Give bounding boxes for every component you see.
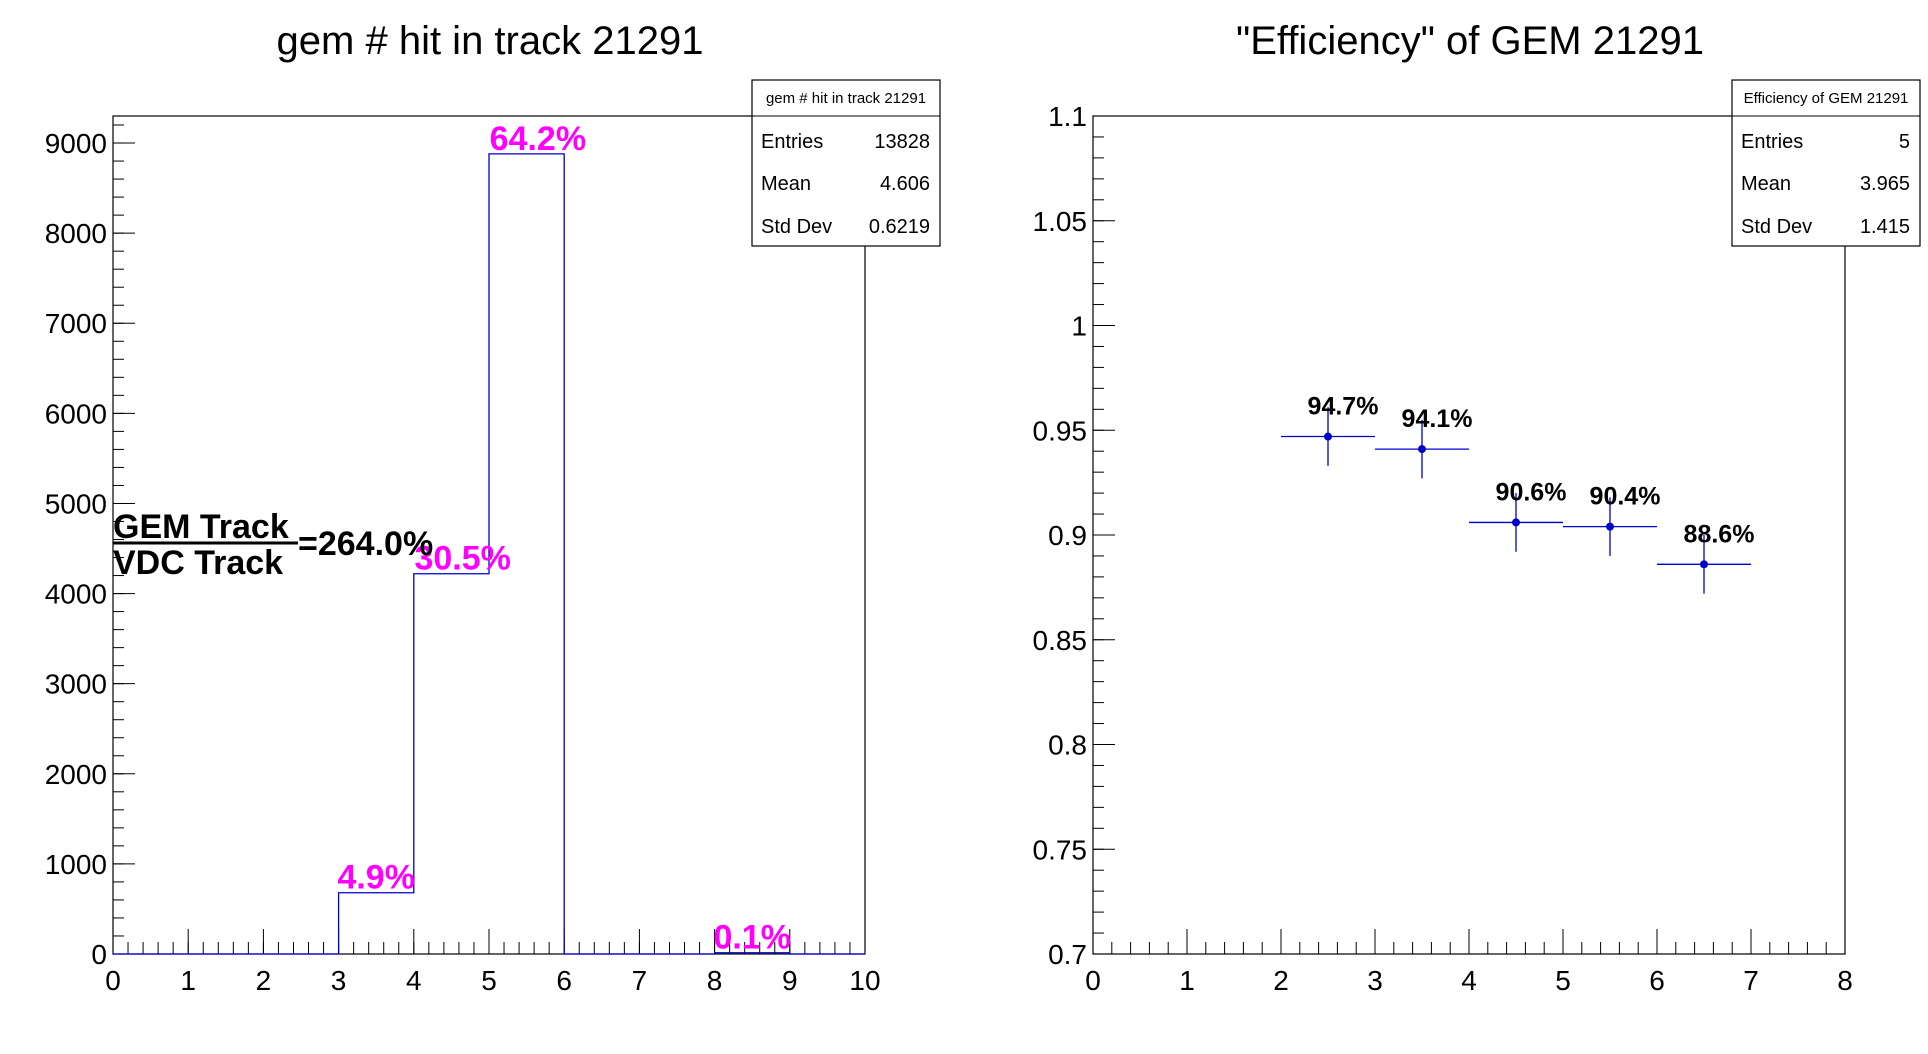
x-tick-label: 1 [180,965,196,996]
ratio-numerator: GEM Track [113,508,289,546]
bin-percent-label: 0.1% [713,919,791,957]
data-point [1512,518,1520,527]
stats-value-stddev: 0.6219 [869,216,930,238]
y-tick-label: 8000 [45,218,107,249]
data-point [1606,522,1614,531]
x-tick-label: 7 [632,965,648,996]
efficiency-label: 94.7% [1308,393,1379,421]
y-tick-label: 5000 [45,488,107,519]
x-tick-label: 9 [782,965,798,996]
stats-value-entries: 5 [1899,131,1910,153]
x-tick-label: 4 [406,965,422,996]
stats-value-mean: 3.965 [1860,173,1910,195]
x-tick-label: 0 [1085,965,1101,996]
histogram-outline [113,153,865,955]
stats-title: gem # hit in track 21291 [766,90,926,107]
efficiency-label: 88.6% [1684,520,1755,548]
x-tick-label: 2 [256,965,272,996]
y-tick-label: 3000 [45,669,107,700]
x-tick-label: 1 [1179,965,1195,996]
axis-ticks: 0 1 2 3 4 5 6 7 8 9 10 0 1000 2000 3000 4000 5000 6000 700… [45,124,881,996]
ratio-value: =264.0% [298,525,433,563]
bin-percent-label: 30.5% [414,540,510,578]
data-point [1418,445,1426,454]
stats-value-stddev: 1.415 [1860,216,1910,238]
y-tick-label: 1000 [45,849,107,880]
stats-label-entries: Entries [761,131,823,153]
data-point [1700,560,1708,569]
stats-title: Efficiency of GEM 21291 [1744,90,1909,107]
y-tick-label: 0.7 [1048,939,1087,970]
y-tick-label: 0 [91,939,107,970]
stats-label-mean: Mean [1741,173,1791,195]
ratio-annotation: GEM Track VDC Track =264.0% [113,508,433,582]
stats-box: Efficiency of GEM 21291 Entries 5 Mean 3… [1731,79,1921,247]
efficiency-points: 94.7% 94.1% 90.6% 90.4% 88.6% [1281,393,1754,594]
stats-label-mean: Mean [761,173,811,195]
y-tick-label: 0.95 [1033,415,1088,446]
stats-value-entries: 13828 [874,131,930,153]
efficiency-label: 90.4% [1590,483,1661,511]
stats-label-stddev: Std Dev [761,216,832,238]
y-tick-label: 0.75 [1033,834,1088,865]
x-tick-label: 5 [481,965,497,996]
x-tick-label: 8 [707,965,723,996]
efficiency-label: 94.1% [1402,405,1473,433]
y-tick-label: 0.85 [1033,625,1088,656]
efficiency-label: 90.6% [1496,478,1567,506]
y-tick-label: 9000 [45,128,107,159]
efficiency-plot: "Efficiency" of GEM 21291 0 1 2 3 4 5 6 7 8 0.7 0.… [1033,19,1921,996]
y-tick-label: 1.1 [1048,101,1087,132]
histogram-bar [414,574,489,954]
stats-label-stddev: Std Dev [1741,216,1812,238]
stats-box: gem # hit in track 21291 Entries 13828 M… [751,79,941,247]
x-tick-label: 8 [1837,965,1853,996]
y-tick-label: 7000 [45,308,107,339]
data-point [1324,432,1332,441]
x-tick-label: 3 [331,965,347,996]
bin-percent-label: 64.2% [490,120,586,158]
y-tick-label: 1 [1071,311,1087,342]
x-tick-label: 3 [1367,965,1383,996]
ratio-denominator: VDC Track [113,544,283,582]
bin-percent-label: 4.9% [337,859,415,897]
histogram-bars [113,153,865,955]
chart-title: gem # hit in track 21291 [277,19,704,63]
hit-count-histogram: gem # hit in track 21291 0 1 2 3 4 5 6 7 8 9 10 0 10… [45,19,941,996]
stats-label-entries: Entries [1741,131,1803,153]
x-tick-label: 6 [556,965,572,996]
axis-ticks: 0 1 2 3 4 5 6 7 8 0.7 0.75 0.8 0.85 0.9 0.95 1 1.05 1.1 [1033,101,1853,996]
y-tick-label: 1.05 [1033,206,1088,237]
y-tick-label: 2000 [45,759,107,790]
y-tick-label: 4000 [45,579,107,610]
y-tick-label: 0.9 [1048,520,1087,551]
x-tick-label: 7 [1743,965,1759,996]
bin-percent-labels: 4.9% 30.5% 64.2% 0.1% [337,120,791,957]
x-tick-label: 0 [105,965,121,996]
x-tick-label: 2 [1273,965,1289,996]
chart-title: "Efficiency" of GEM 21291 [1236,19,1704,63]
y-tick-label: 0.8 [1048,730,1087,761]
stats-value-mean: 4.606 [880,173,930,195]
y-tick-label: 6000 [45,398,107,429]
x-tick-label: 10 [849,965,880,996]
histogram-bar [339,893,414,954]
x-tick-label: 4 [1461,965,1477,996]
x-tick-label: 6 [1649,965,1665,996]
x-tick-label: 5 [1555,965,1571,996]
